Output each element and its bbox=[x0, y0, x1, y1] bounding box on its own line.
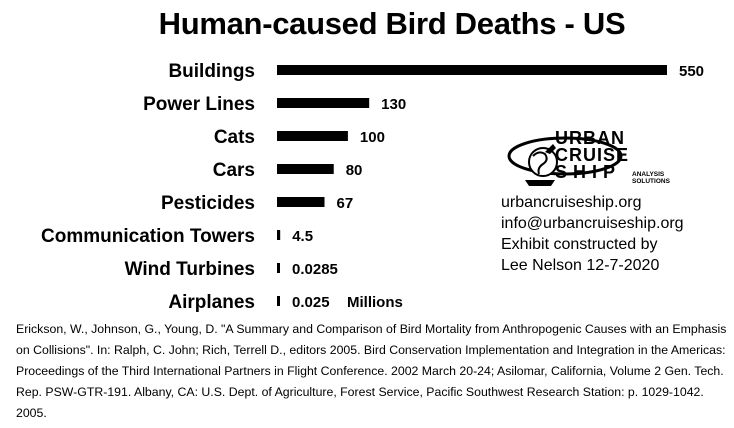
logo-line-urban: URBAN bbox=[555, 128, 625, 148]
category-label: Communication Towers bbox=[41, 226, 255, 247]
urban-cruise-ship-logo: URBAN CRUISE SHIP ANALYSIS SOLUTIONS bbox=[505, 126, 675, 192]
logo-sub-solutions: SOLUTIONS bbox=[632, 178, 670, 185]
value-label: 4.5 bbox=[292, 228, 313, 245]
units-label: Millions bbox=[347, 294, 403, 311]
bar bbox=[277, 98, 370, 108]
bar bbox=[277, 164, 334, 174]
logo-line-ship: SHIP bbox=[555, 162, 622, 182]
category-label: Wind Turbines bbox=[125, 259, 255, 280]
value-label: 0.0285 bbox=[292, 261, 338, 278]
logo-sub-analysis: ANALYSIS bbox=[632, 171, 665, 178]
bar bbox=[277, 131, 348, 141]
bar-chart: Buildings 550 Power Lines 130 Cats 100 Cars 80 P… bbox=[41, 61, 704, 313]
bar bbox=[277, 230, 281, 240]
credit-line-1: Exhibit constructed by bbox=[501, 236, 658, 253]
website-text: urbancruiseship.org bbox=[501, 194, 642, 211]
bar bbox=[277, 197, 325, 207]
category-label: Buildings bbox=[168, 61, 255, 82]
value-label: 80 bbox=[346, 162, 363, 179]
globe-ship-logo-icon bbox=[507, 136, 623, 186]
bar bbox=[277, 65, 667, 75]
citation-text: Erickson, W., Johnson, G., Young, D. "A … bbox=[16, 322, 727, 420]
value-label: 100 bbox=[360, 129, 385, 146]
email-text: info@urbancruiseship.org bbox=[501, 215, 684, 232]
value-label: 67 bbox=[337, 195, 354, 212]
bar bbox=[277, 263, 280, 273]
value-label: 550 bbox=[679, 63, 704, 80]
credit-line-2: Lee Nelson 12-7-2020 bbox=[501, 257, 660, 274]
info-block: urbancruiseship.org info@urbancruiseship… bbox=[501, 192, 684, 276]
logo-line-cruise: CRUISE bbox=[555, 145, 630, 165]
category-label: Airplanes bbox=[168, 292, 255, 313]
category-label: Pesticides bbox=[161, 193, 255, 214]
bar bbox=[277, 296, 280, 306]
chart-title: Human-caused Bird Deaths - US bbox=[158, 6, 626, 41]
category-label: Cats bbox=[214, 127, 255, 148]
category-label: Cars bbox=[213, 160, 255, 181]
category-label: Power Lines bbox=[143, 94, 255, 115]
value-label: 130 bbox=[381, 96, 406, 113]
value-label: 0.025 bbox=[292, 294, 330, 311]
